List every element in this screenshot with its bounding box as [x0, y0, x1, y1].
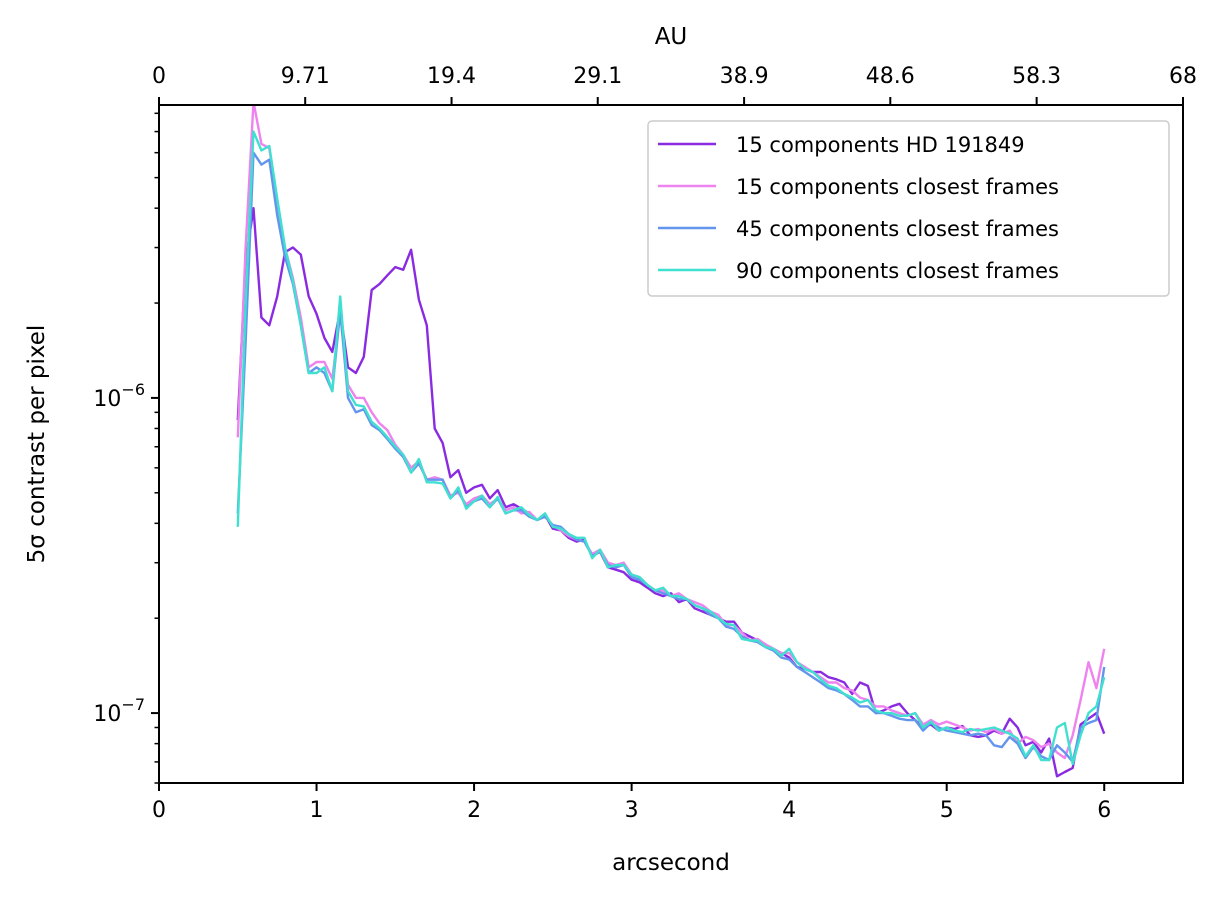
plot-frame — [158, 104, 1184, 784]
top-x-tick-label: 9.71 — [281, 64, 330, 89]
top-x-tick-label: 68 — [1169, 64, 1197, 89]
y-tick-label: 10−6 — [93, 380, 145, 412]
top-x-tick-label: 38.9 — [720, 64, 769, 89]
axes-layer: 0 1 2 3 4 5 6 0 9.71 19.4 29.1 38.9 48.6 58.3 68 10−7 10… — [93, 64, 1197, 823]
x-tick-label: 6 — [1097, 798, 1111, 823]
x-tick-label: 4 — [782, 798, 796, 823]
legend-box — [647, 120, 1170, 297]
top-x-tick-label: 0 — [152, 64, 166, 89]
top-x-tick-label: 19.4 — [427, 64, 476, 89]
legend-label: 15 components closest frames — [736, 175, 1059, 199]
legend-label: 15 components HD 191849 — [736, 133, 1025, 157]
x-tick-label: 5 — [940, 798, 954, 823]
legend: 15 components HD 191849 15 components clo… — [647, 120, 1170, 297]
series-layer — [236, 105, 1106, 778]
y-tick-label: 10−7 — [93, 695, 145, 727]
x-axis-label: arcsecond — [612, 850, 730, 876]
top-x-tick-label: 58.3 — [1012, 64, 1061, 89]
x-tick-label: 0 — [152, 798, 166, 823]
legend-label: 45 components closest frames — [736, 217, 1059, 241]
top-x-axis-label: AU — [655, 24, 688, 50]
series-line-4 — [236, 130, 1106, 766]
x-tick-label: 1 — [310, 798, 324, 823]
x-tick-label: 3 — [625, 798, 639, 823]
x-tick-label: 2 — [467, 798, 481, 823]
top-x-tick-label: 29.1 — [573, 64, 622, 89]
legend-label: 90 components closest frames — [736, 259, 1059, 283]
top-x-tick-label: 48.6 — [866, 64, 915, 89]
y-axis-label: 5σ contrast per pixel — [24, 325, 50, 564]
